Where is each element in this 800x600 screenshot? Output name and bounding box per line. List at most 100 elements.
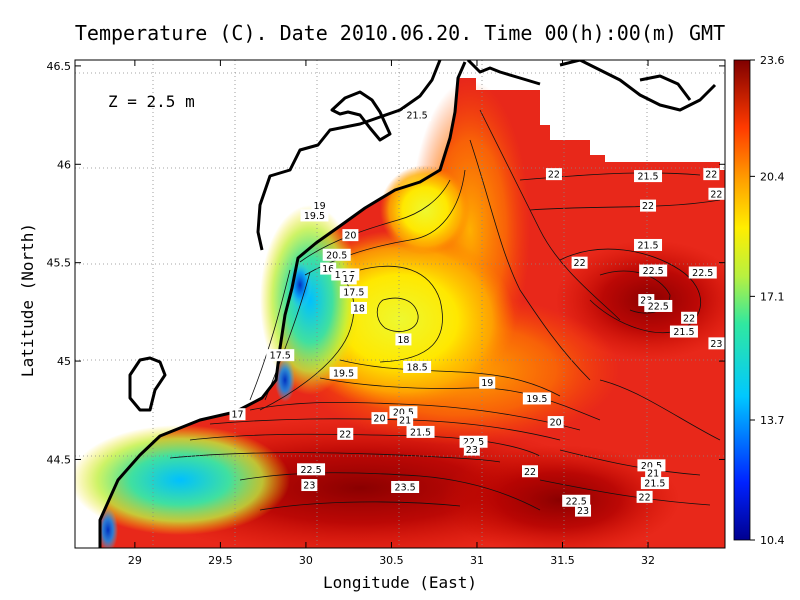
contour-label: 22 (337, 427, 354, 440)
contour-line (539, 479, 711, 506)
coastline-river (466, 60, 541, 86)
contour-label-text: 21.5 (410, 427, 431, 438)
colorbar-tick-label: 17.1 (760, 290, 785, 303)
plot-area: Z = 2.5 m 21.522 21.5 22221919.52020.52221… (75, 60, 725, 548)
contour-label-text: 22.5 (643, 266, 664, 277)
contour-label-box (708, 337, 725, 350)
blue-spot-south (98, 508, 118, 548)
contour-label: 21.5 (406, 425, 435, 438)
contour-label: 20.5 (322, 248, 351, 261)
contour-label: 17.5 (266, 349, 295, 362)
contour-label: 23 (708, 337, 725, 350)
contour-label-text: 23 (577, 506, 589, 517)
contour-label: 20 (371, 412, 388, 425)
contour-label-text: 23 (303, 481, 315, 492)
contour-label: 19 (311, 199, 328, 212)
contour-label-text: 22 (683, 313, 695, 324)
y-axis-label: Latitude (North) (18, 223, 37, 377)
contour-label-text: 22 (642, 201, 654, 212)
contour-label: 22 (636, 490, 653, 503)
contour-label: 19.5 (329, 366, 358, 379)
contour-label-box (297, 463, 326, 476)
contour-label-box (545, 168, 562, 181)
y-tick-label: 45.5 (47, 257, 72, 270)
contour-label-text: 20.5 (326, 250, 347, 261)
x-tick-label: 30.5 (379, 554, 404, 567)
contour-label: 21.5 (634, 170, 663, 183)
contour-line (359, 265, 443, 363)
contour-label-text: 22 (548, 170, 560, 181)
contour-label-box (645, 467, 662, 480)
contour-label-text: 22 (639, 492, 651, 503)
contour-label: 21.5 (403, 109, 432, 122)
contour-line (529, 199, 721, 211)
contour-label: 22.5 (639, 264, 668, 277)
contour-label-box (640, 199, 657, 212)
contour-label: 21.5 (669, 325, 698, 338)
depth-annotation: Z = 2.5 m (108, 92, 195, 111)
coastline-estuary-north (256, 60, 442, 251)
contour-label: 19.5 (522, 392, 551, 405)
contour-line (599, 270, 671, 314)
contour-label-box (340, 272, 357, 285)
x-tick-label: 29 (128, 554, 142, 567)
y-tick-label: 45 (57, 355, 71, 368)
contour-label: 21 (397, 414, 414, 427)
warm-core-southeast (440, 445, 680, 548)
contour-label-box (562, 494, 591, 507)
contour-line (559, 248, 702, 334)
colorbar-tick-label: 13.7 (760, 414, 785, 427)
contour-lines (169, 109, 721, 511)
contour-label: 17 (229, 408, 246, 421)
x-tick-label: 30 (299, 554, 313, 567)
contour-label: 22 (571, 256, 588, 269)
contour-label-text: 19 (314, 201, 326, 212)
contour-label-box (636, 490, 653, 503)
contour-label-text: 20 (344, 231, 356, 242)
contour-label-text: 21.5 (644, 479, 665, 490)
colorbar-tick-label: 23.6 (760, 54, 785, 67)
colorbar-tick-label: 20.4 (760, 170, 785, 183)
contour-label-box (669, 325, 698, 338)
contour-label-text: 22.5 (463, 437, 484, 448)
contour-line (299, 179, 451, 263)
contour-label-box (640, 477, 669, 490)
y-tick-label: 46 (57, 158, 71, 171)
contour-label: 21.5 (640, 477, 669, 490)
contour-label-box (350, 301, 367, 314)
contour-label-text: 17.5 (343, 288, 364, 299)
x-axis-ticks: 29 29.5 30 30.5 31 31.5 32 (128, 60, 655, 567)
contour-line (559, 449, 701, 476)
contour-label: 23 (575, 504, 592, 517)
colorbar: 23.6 20.4 17.1 13.7 10.4 (733, 54, 785, 547)
contour-line (599, 379, 721, 441)
contour-label-text: 18 (353, 303, 365, 314)
coastline (98, 60, 717, 548)
contour-label-box (397, 414, 414, 427)
contour-label-text: 16 (322, 264, 334, 275)
contour-line (189, 433, 541, 457)
contour-label-text: 20 (550, 418, 562, 429)
contour-label-box (681, 311, 698, 324)
coastline-main (98, 61, 467, 548)
contour-label-box (342, 229, 359, 242)
contour-label-text: 21.5 (637, 172, 658, 183)
coastline-east (559, 60, 717, 112)
contour-label-box (522, 465, 538, 478)
contour-label-text: 22.5 (648, 301, 669, 312)
contour-label: 22.5 (562, 494, 591, 507)
contour-label: 23.5 (391, 481, 420, 494)
temperature-field (75, 78, 725, 548)
contour-label: 22.5 (644, 299, 673, 312)
x-axis-label: Longitude (East) (323, 573, 477, 592)
y-tick-label: 44.5 (47, 453, 72, 466)
contour-label: 22.5 (297, 463, 326, 476)
contour-label: 22 (640, 199, 657, 212)
contour-line (249, 401, 581, 431)
contour-label-box (337, 427, 354, 440)
contour-label: 22 (681, 311, 698, 324)
contour-label: 22.5 (688, 266, 717, 279)
contour-label-text: 22 (574, 258, 586, 269)
